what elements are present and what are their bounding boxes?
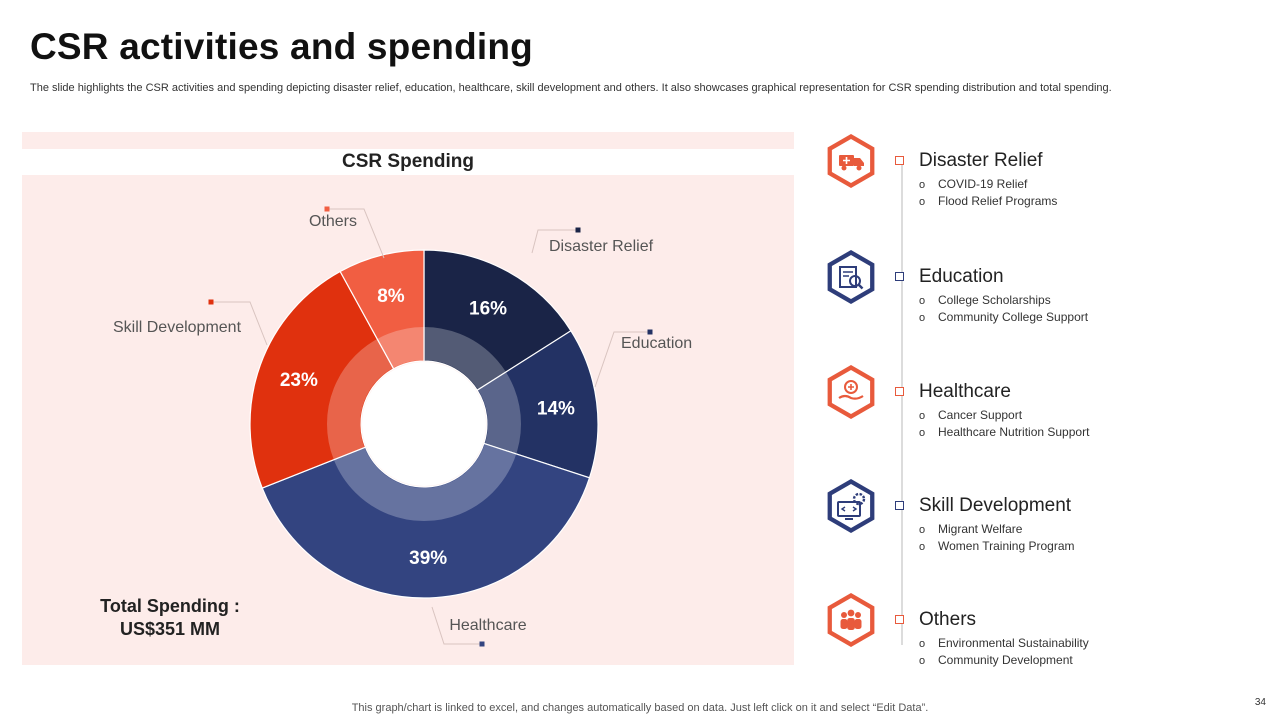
data-label-others: 8% [377, 286, 405, 307]
people-group-icon-glyph [854, 619, 862, 629]
category-items: Cancer Support Healthcare Nutrition Supp… [919, 407, 1089, 441]
people-group-icon-glyph [840, 619, 848, 629]
ambulance-icon-glyph [854, 158, 864, 166]
slice-disaster-relief [423, 249, 572, 392]
donut-hole [362, 362, 486, 486]
computer-gear-icon [827, 479, 875, 533]
category-item: Women Training Program [919, 538, 1075, 555]
chart-top-band [22, 132, 794, 149]
book-search-icon-glyph [857, 283, 864, 290]
ambulance-icon-glyph [843, 157, 850, 164]
data-label-healthcare: 39% [409, 548, 447, 569]
chart-title: CSR Spending [342, 151, 474, 172]
category-item: Community Development [919, 652, 1089, 669]
category-marker [895, 272, 904, 281]
category-marker [895, 387, 904, 396]
slice-others [339, 249, 425, 370]
category-item: Environmental Sustainability [919, 635, 1089, 652]
leader-line-skill-development [211, 301, 268, 346]
category-marker [895, 501, 904, 510]
people-group-icon-glyph [855, 612, 861, 618]
category-title: Education [919, 266, 1004, 287]
computer-gear-icon-glyph [852, 492, 866, 506]
callout-marker-healthcare [479, 641, 485, 647]
category-healthcare: Healthcare Cancer Support Healthcare Nut… [824, 363, 1244, 443]
category-marker [895, 615, 904, 624]
category-marker [895, 156, 904, 165]
timeline-line [901, 165, 903, 645]
page-number: 34 [1254, 697, 1266, 708]
category-title: Skill Development [919, 495, 1072, 516]
book-search-icon [827, 250, 875, 304]
category-label-skill-development: Skill Development [113, 319, 242, 336]
total-spending-value: US$351 MM [119, 619, 221, 639]
category-others: Others Environmental Sustainability Comm… [824, 591, 1244, 671]
total-spending: Total Spending : US$351 MM [70, 595, 270, 641]
category-item: Healthcare Nutrition Support [919, 424, 1089, 441]
computer-gear-icon-glyph [840, 506, 858, 512]
category-label-others: Others [309, 213, 357, 230]
inner-ring [327, 327, 521, 521]
category-title: Healthcare [919, 381, 1011, 402]
callout-marker-skill-development [208, 299, 214, 305]
category-item: COVID-19 Relief [919, 176, 1057, 193]
computer-gear-icon-glyph [837, 501, 861, 517]
ambulance-icon-glyph [841, 165, 847, 171]
ambulance-icon [827, 134, 875, 188]
csr-spending-donut-chart: 16% 14% 39% 23% 8% Disaster Relief Education He… [113, 206, 692, 647]
slide-title: CSR activities and spending [30, 26, 533, 67]
category-disaster-relief: Disaster Relief COVID-19 Relief Flood Re… [824, 132, 1244, 212]
care-hand-icon [827, 365, 875, 419]
callout-marker-others [324, 206, 330, 212]
book-search-icon-glyph [843, 271, 853, 277]
care-hand-icon-glyph [844, 380, 858, 394]
book-search-icon-glyph [849, 275, 861, 287]
category-title: Disaster Relief [919, 150, 1043, 171]
slice-education [476, 329, 599, 479]
care-hand-icon-glyph [838, 394, 864, 400]
callout-marker-disaster-relief [575, 227, 581, 233]
footer-note: This graph/chart is linked to excel, and… [351, 702, 929, 714]
people-group-icon [827, 593, 875, 647]
people-group-icon-glyph [847, 618, 855, 630]
ambulance-icon-glyph [856, 165, 862, 171]
data-label-disaster-relief: 16% [469, 298, 507, 319]
slice-healthcare [261, 442, 591, 599]
callout-marker-education [647, 329, 653, 335]
slide-subtitle: The slide highlights the CSR activities … [30, 82, 1112, 94]
care-hand-icon-glyph [848, 384, 854, 390]
category-label-healthcare: Healthcare [449, 617, 526, 634]
slice-skill-development [249, 270, 395, 489]
leader-line-disaster-relief [531, 229, 578, 254]
category-item: Migrant Welfare [919, 521, 1075, 538]
category-items: College Scholarships Community College S… [919, 292, 1088, 326]
category-label-education: Education [621, 335, 692, 352]
category-item: Flood Relief Programs [919, 193, 1057, 210]
category-title: Others [919, 609, 977, 630]
people-group-icon-glyph [847, 609, 855, 617]
category-items: Migrant Welfare Women Training Program [919, 521, 1075, 555]
category-label-disaster-relief: Disaster Relief [549, 238, 654, 255]
data-label-education: 14% [537, 398, 575, 419]
people-group-icon-glyph [841, 612, 847, 618]
leader-line-education [594, 331, 650, 388]
leader-line-healthcare [431, 606, 482, 645]
category-items: COVID-19 Relief Flood Relief Programs [919, 176, 1057, 210]
category-item: College Scholarships [919, 292, 1088, 309]
category-item: Cancer Support [919, 407, 1089, 424]
data-label-skill-development: 23% [280, 370, 318, 391]
category-skill-development: Skill Development Migrant Welfare Women … [824, 477, 1244, 557]
category-items: Environmental Sustainability Community D… [919, 635, 1089, 669]
category-item: Community College Support [919, 309, 1088, 326]
category-education: Education College Scholarships Community… [824, 248, 1244, 328]
total-spending-label: Total Spending : [100, 596, 240, 616]
leader-line-others [327, 208, 385, 259]
